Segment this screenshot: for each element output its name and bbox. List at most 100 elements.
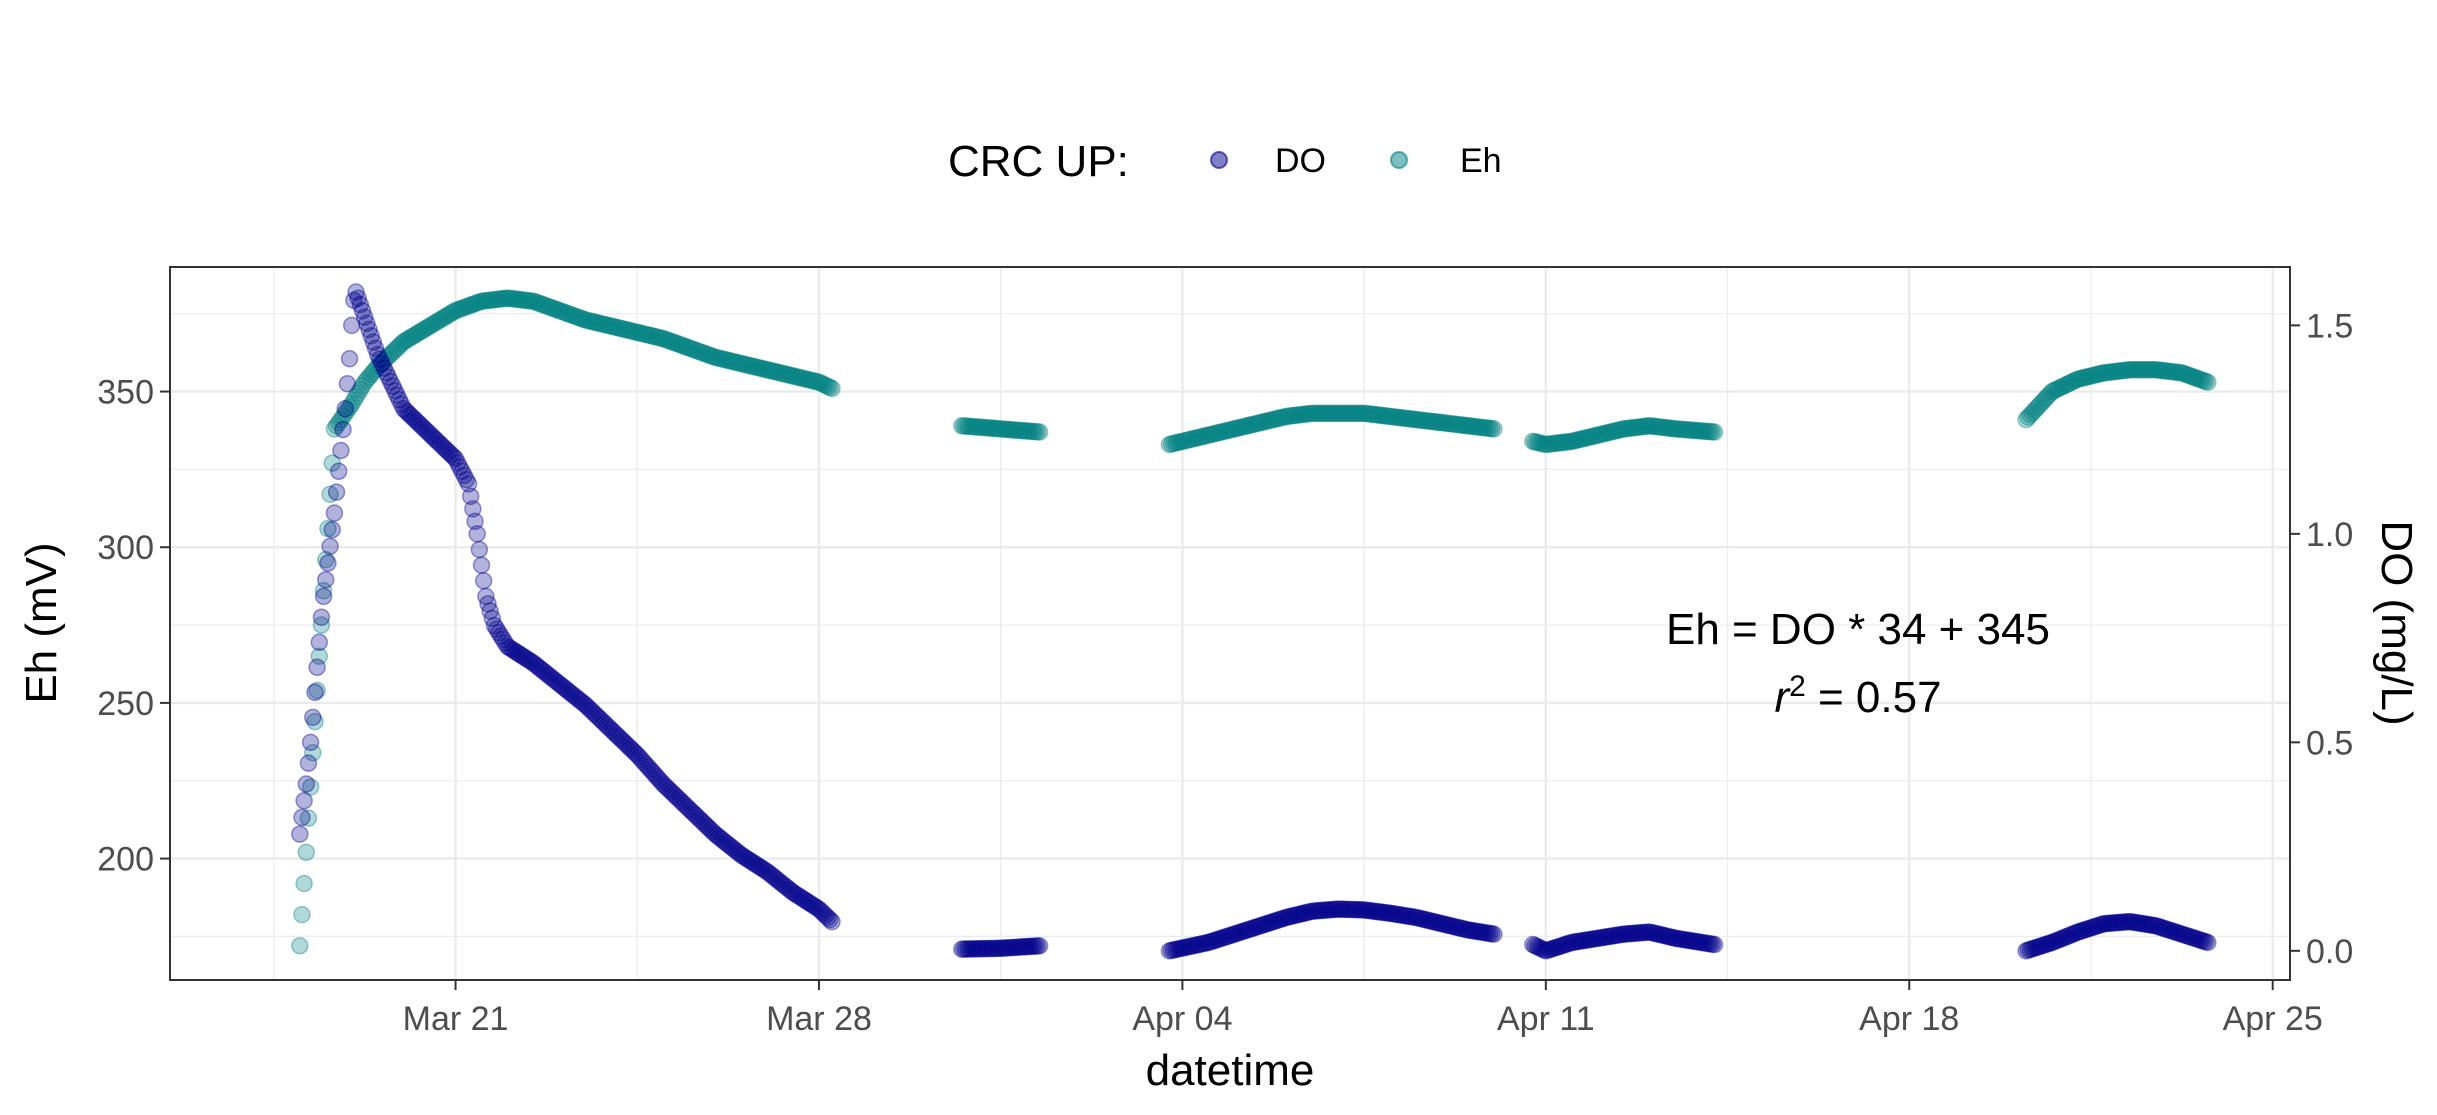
data-point-eh [1638,417,1657,435]
data-point-eh [2119,361,2137,379]
data-point-eh [299,809,318,827]
data-point-do [792,889,811,907]
data-point-eh [455,298,473,317]
data-point-do [535,663,553,681]
y-axis-right-title: DO (mg/L) [2372,520,2421,725]
data-point-eh [1296,405,1315,423]
data-point-do [1597,928,1616,946]
x-tick-label: Apr 18 [1859,1000,1959,1038]
data-point-do [546,671,564,690]
data-point-eh [805,372,824,390]
data-point-do [583,702,601,720]
legend-title: CRC UP: [948,137,1129,186]
data-point-do [574,694,592,712]
x-axis-ticks: Mar 21 Mar 28 Apr 04 Apr 11 Apr 18 Apr 25 [403,980,2323,1038]
data-point-do [994,939,1012,957]
data-point-eh [1312,404,1330,423]
data-point-do [706,825,724,843]
data-point-do [1219,927,1237,945]
data-point-do [684,804,703,822]
data-point-eh [795,369,813,388]
data-point-do [1690,933,1709,951]
data-point-eh [1309,404,1328,423]
data-point-do [1632,923,1650,942]
data-point-do [1556,935,1575,954]
data-point-do [2041,934,2059,952]
data-point-eh [1480,419,1499,438]
data-point-eh [712,350,731,368]
data-point-do [1212,929,1231,948]
data-point-do [448,454,467,472]
data-point-do [455,466,473,485]
data-point-do [593,712,612,731]
data-point-do [520,651,538,670]
data-point-do [2077,920,2096,939]
data-point-do [1478,924,1497,942]
data-point-eh [2073,369,2092,387]
data-point-do [334,420,352,439]
data-point-do [2112,913,2131,932]
data-point-eh [2038,387,2057,405]
data-point-eh [1344,404,1363,423]
data-point-eh [1705,423,1724,441]
data-point-eh [1621,419,1639,437]
data-point-do [1571,932,1590,950]
data-point-eh [507,290,525,308]
data-point-eh [544,299,562,318]
data-point-eh [1614,420,1633,438]
data-point-do [1165,941,1183,959]
data-point-do [1673,930,1691,949]
data-point-eh [976,418,995,437]
data-point-do [414,418,432,437]
data-point-do [617,735,636,754]
data-point-eh [2121,360,2139,379]
data-point-eh [1342,404,1360,423]
data-point-do [2136,915,2154,933]
data-point-eh [769,363,787,382]
data-point-eh [1366,405,1384,424]
data-point-do [1413,910,1432,928]
data-point-do [466,512,484,531]
data-point-do [1372,903,1391,921]
data-point-eh [2168,363,2187,382]
data-point-eh [2188,369,2206,388]
data-point-eh [2084,366,2102,385]
data-point-do [1366,902,1384,921]
data-point-do [976,939,995,958]
panel-border [169,266,2291,981]
data-point-do [1625,924,1644,943]
data-point-eh [1675,420,1694,439]
data-point-eh [2162,362,2180,381]
data-point-do [1679,931,1698,950]
data-point-do [580,700,599,718]
data-point-eh [1580,428,1598,446]
data-point-do [464,500,482,518]
data-point-eh [2088,365,2107,384]
data-point-eh [1396,409,1414,428]
data-point-do [2075,921,2094,939]
data-point-eh [1608,421,1626,440]
data-point-eh [1699,422,1717,441]
data-point-eh [970,418,988,436]
data-point-do [1688,933,1707,951]
data-point-do [2023,939,2042,958]
data-point-do [565,687,584,705]
regression-r2: r2 = 0.57 [1774,670,1941,722]
data-point-eh [2058,375,2076,394]
data-point-eh [355,373,374,391]
data-point-do [959,940,977,958]
data-point-do [645,765,664,784]
data-point-do [2021,940,2040,959]
data-point-eh [2196,372,2215,391]
data-point-eh [1526,433,1544,451]
legend-marker-do [1210,151,1228,169]
data-point-do [407,412,426,431]
data-point-eh [991,420,1010,438]
data-point-do [1346,900,1365,919]
data-point-eh [520,291,538,310]
data-point-eh [349,384,367,402]
data-point-eh [1260,411,1278,430]
data-point-eh [745,357,763,376]
data-point-eh [667,334,685,353]
data-point-eh [1288,406,1306,424]
